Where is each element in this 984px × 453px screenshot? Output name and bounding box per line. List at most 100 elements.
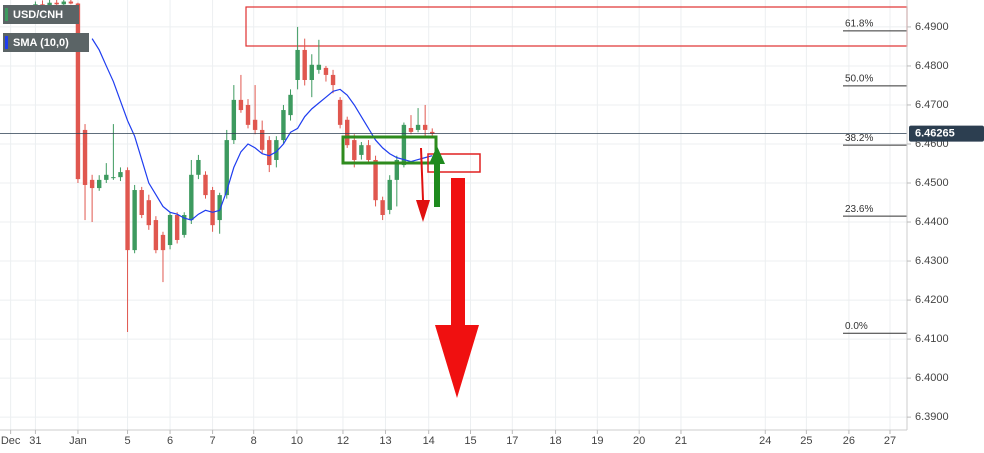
down-arrow-small (416, 148, 430, 222)
candle-body (401, 124, 407, 166)
x-tick-label: 5 (124, 435, 130, 447)
x-tick-label: 31 (29, 435, 41, 447)
x-tick-label: 26 (843, 435, 855, 447)
candle-body (182, 215, 187, 235)
candle-body (359, 145, 364, 155)
candle-body (118, 172, 123, 178)
candle-body (380, 200, 385, 215)
candle-body (323, 67, 329, 75)
legend-sma-swatch (5, 36, 8, 49)
candle-body (125, 170, 130, 251)
candle-body (345, 119, 350, 146)
candle-body (82, 129, 88, 185)
candle-body (174, 215, 180, 240)
candle-body (196, 159, 201, 175)
x-tick-label: 24 (759, 435, 771, 447)
fib-label: 0.0% (845, 321, 868, 332)
x-tick-label: 21 (675, 435, 687, 447)
candle-body (224, 140, 229, 196)
y-tick-label: 6.4100 (915, 333, 949, 345)
candle-body (89, 179, 95, 189)
axes: 6.49006.48006.47006.46006.45006.44006.43… (1, 21, 984, 447)
candle-body (75, 3, 81, 180)
x-tick-label: 17 (506, 435, 518, 447)
candle-body (68, 1, 74, 4)
candle-body (274, 140, 279, 160)
x-tick-label: 18 (549, 435, 561, 447)
candle-body (430, 131, 435, 134)
up-arrow (429, 146, 445, 207)
y-tick-label: 6.4900 (915, 21, 949, 33)
legend-symbol-swatch (5, 8, 8, 21)
candle-body (281, 110, 286, 141)
candle-body (337, 99, 343, 125)
x-tick-label: Jan (69, 435, 87, 447)
fib-levels: 61.8% 50.0% 38.2% 23.6% 0.0% (843, 18, 907, 334)
candle-body (352, 140, 357, 160)
y-tick-label: 6.4500 (915, 177, 949, 189)
sma-line (91, 38, 433, 221)
x-tick-label: 20 (633, 435, 645, 447)
y-tick-label: 6.4800 (915, 60, 949, 72)
candle-body (217, 195, 222, 221)
last-price-label: 6.46265 (915, 128, 955, 140)
y-tick-label: 6.4400 (915, 216, 949, 228)
candle-body (394, 159, 400, 180)
x-tick-label: 19 (591, 435, 603, 447)
y-tick-label: 6.4700 (915, 99, 949, 111)
candle-body (61, 1, 66, 5)
x-tick-label: 13 (379, 435, 391, 447)
candle-body (252, 119, 258, 130)
candle-body (104, 174, 109, 180)
candle-body (97, 179, 102, 189)
candle-body (387, 179, 392, 210)
target-zone (427, 153, 481, 173)
legend-symbol: USD/CNH (13, 9, 63, 21)
fib-label: 23.6% (845, 204, 873, 215)
candle-body (316, 64, 322, 70)
y-tick-label: 6.4300 (915, 255, 949, 267)
candle-body (415, 124, 421, 130)
candle-body (40, 4, 45, 6)
candle-body (245, 104, 251, 125)
candle-body (146, 200, 152, 226)
fib-label: 61.8% (845, 18, 873, 29)
candle-body (422, 124, 428, 130)
x-tick-label: 15 (464, 435, 476, 447)
x-tick-label: 8 (251, 435, 257, 447)
candle-body (238, 99, 244, 111)
legend-sma-box (3, 33, 89, 52)
candle-body (167, 215, 173, 246)
candle-body (330, 74, 336, 86)
y-tick-label: 6.4200 (915, 294, 949, 306)
candle-body (288, 94, 293, 116)
candle-body (309, 64, 314, 80)
candle-body (132, 190, 137, 251)
grid (0, 0, 907, 430)
y-tick-label: 6.4000 (915, 372, 949, 384)
legend-symbol-box (3, 5, 79, 24)
candle-body (54, 2, 59, 5)
candle-body (302, 49, 307, 80)
candle-body (203, 174, 208, 196)
x-tick-label: Dec (1, 435, 21, 447)
fib-label: 38.2% (845, 133, 873, 144)
candle-body (408, 127, 414, 132)
candle-body (267, 140, 272, 166)
x-tick-label: 14 (423, 435, 435, 447)
candle-body (259, 129, 265, 150)
down-arrow-large (435, 178, 479, 398)
candle-body (160, 234, 166, 251)
candle-body (366, 145, 371, 160)
x-tick-label: 25 (800, 435, 812, 447)
legend-sma: SMA (10,0) (13, 37, 69, 49)
x-tick-label: 12 (337, 435, 349, 447)
candle-body (139, 190, 144, 215)
x-tick-label: 7 (210, 435, 216, 447)
x-tick-label: 6 (167, 435, 173, 447)
last-price-box (909, 125, 984, 142)
candle-body (373, 159, 378, 201)
candle-body (189, 174, 194, 221)
